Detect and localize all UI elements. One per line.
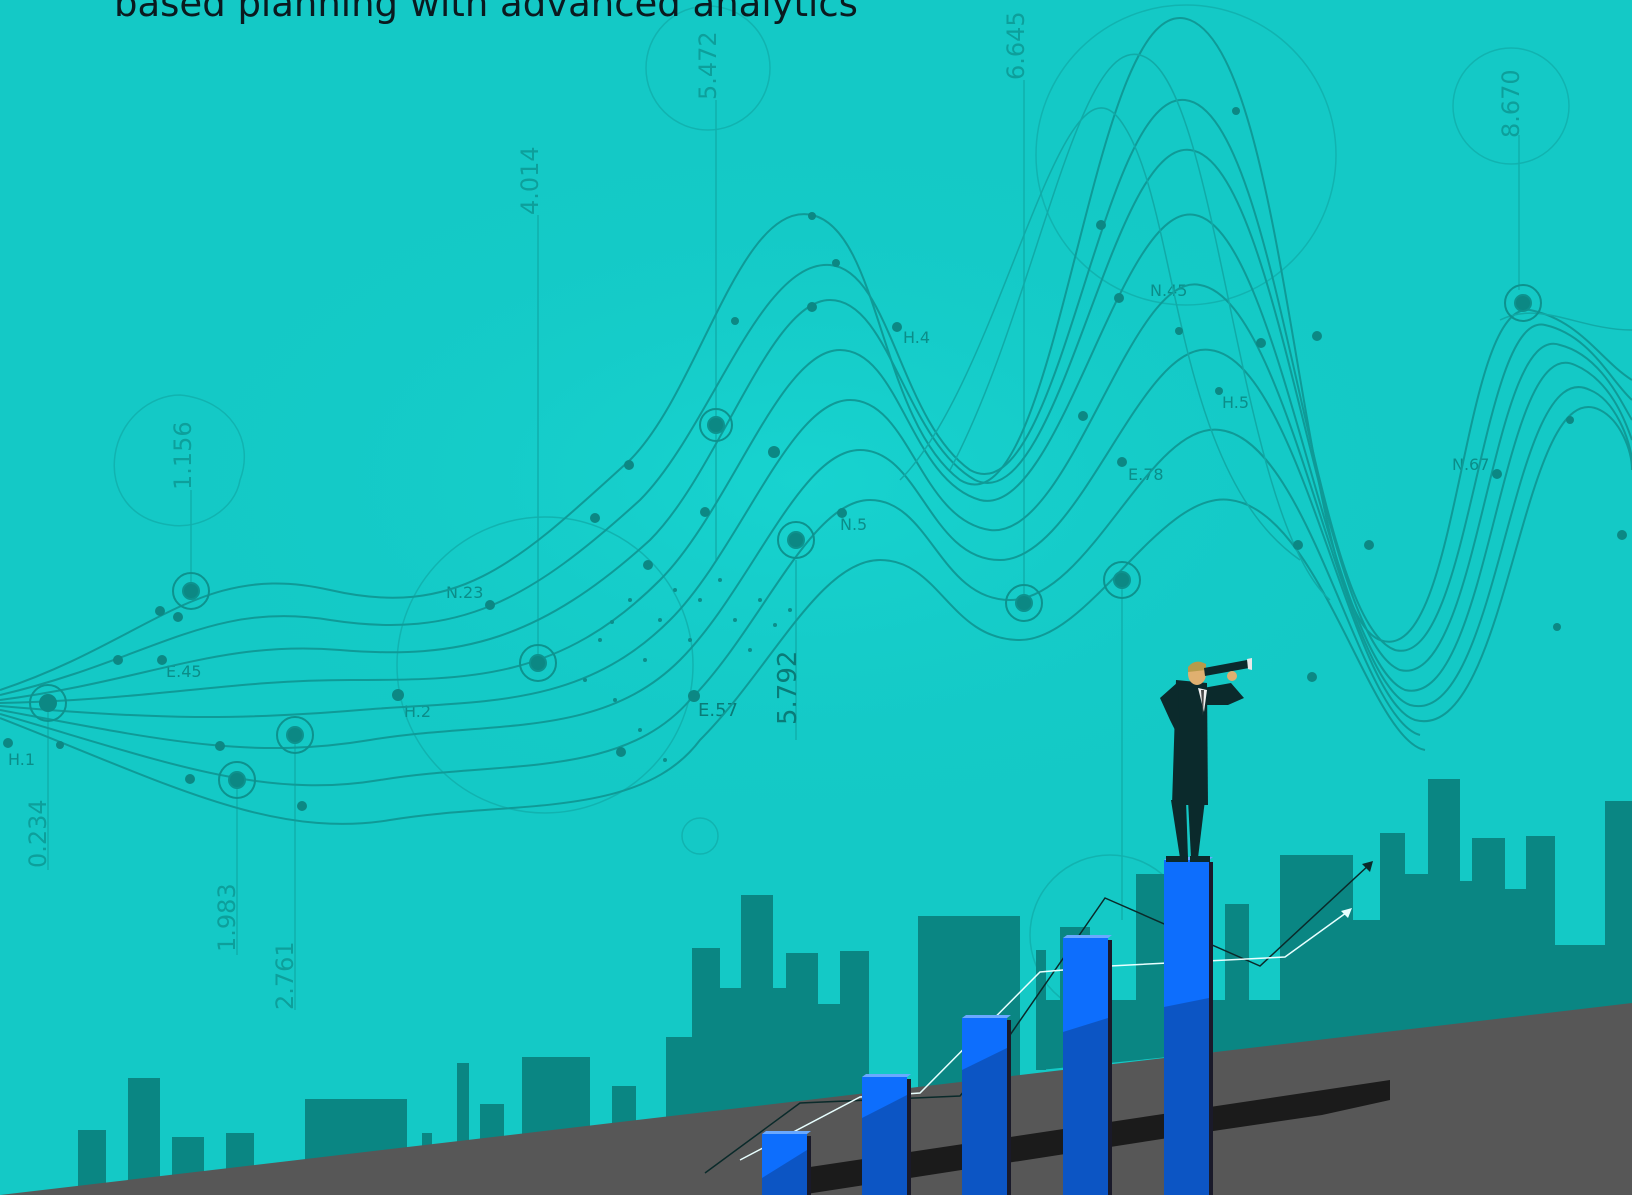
node-label: E.78 [1128, 465, 1164, 484]
scale-value: 2.761 [271, 941, 299, 1010]
page-headline: based planning with advanced analytics [114, 0, 858, 25]
node-label: E.45 [166, 662, 202, 681]
bar-1 [762, 1131, 811, 1195]
bar-3 [962, 1015, 1011, 1195]
scale-value: 0.234 [24, 799, 52, 868]
speckle-cluster [583, 578, 792, 762]
node-label: E.57 [698, 700, 738, 721]
bar-4 [1063, 935, 1112, 1195]
businessman-figure [1160, 658, 1252, 862]
node-label: H.1 [8, 750, 35, 769]
node-label: N.67 [1452, 455, 1489, 474]
scale-value: 4.014 [516, 146, 544, 215]
node-label: N.45 [1150, 281, 1187, 300]
data-flow-lines [0, 16, 1632, 825]
scale-value: 5.472 [694, 31, 722, 100]
scale-value-labels: 5.472 6.645 8.670 4.014 1.156 0.234 1.98… [24, 11, 1525, 1010]
node-label: H.4 [903, 328, 930, 347]
highlighted-nodes [29, 284, 1542, 799]
scale-markers [47, 80, 1520, 1010]
node-label: H.5 [1222, 393, 1249, 412]
scale-value: 1.983 [213, 883, 241, 952]
background-glow [100, 100, 1500, 860]
bar-2 [862, 1074, 911, 1195]
scale-value: 8.670 [1497, 69, 1525, 138]
data-nodes [3, 107, 1627, 811]
scale-value: 5.792 [773, 651, 803, 725]
scale-value: 6.645 [1002, 11, 1030, 80]
ground-slope [0, 1003, 1632, 1195]
scale-value: 1.156 [169, 421, 197, 490]
bar-5 [1164, 857, 1213, 1195]
node-label: N.23 [446, 583, 483, 602]
node-label: N.5 [840, 515, 867, 534]
data-flow-lines-faint [899, 53, 1632, 601]
